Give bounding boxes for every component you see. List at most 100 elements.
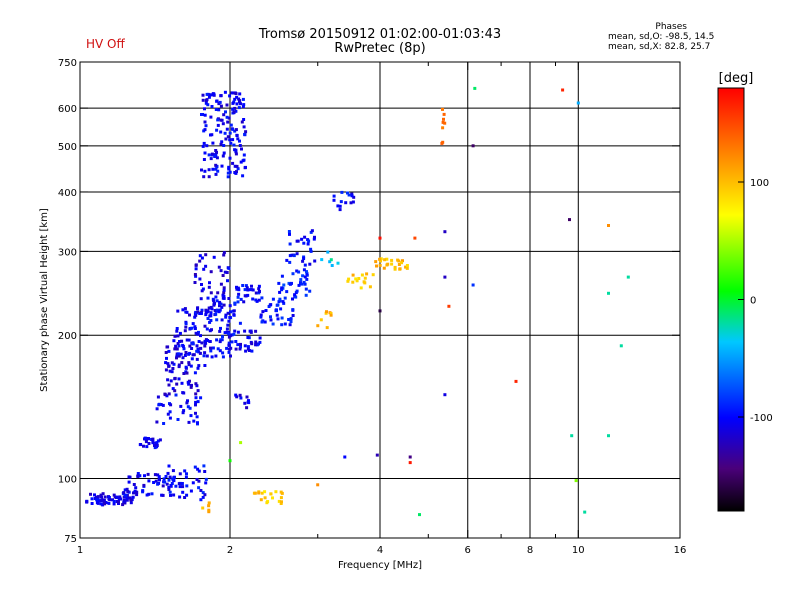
data-point <box>203 113 207 117</box>
data-point <box>209 270 213 274</box>
data-point <box>228 138 232 142</box>
data-point <box>260 320 264 324</box>
data-point <box>161 403 165 407</box>
data-point <box>276 303 280 307</box>
data-point <box>355 279 359 283</box>
data-point <box>220 305 224 309</box>
data-point <box>269 303 273 307</box>
colorbar-ticks: 100 0 -100 <box>738 178 773 424</box>
data-point <box>214 167 218 171</box>
data-point <box>234 109 238 113</box>
data-point <box>241 97 245 101</box>
data-point <box>168 475 172 479</box>
data-point <box>205 92 209 96</box>
data-point <box>194 411 197 415</box>
data-point <box>263 320 267 324</box>
data-point <box>607 291 610 295</box>
data-point <box>235 285 238 289</box>
data-point <box>96 496 100 500</box>
data-point <box>221 122 225 126</box>
data-point <box>203 128 207 132</box>
data-point <box>157 402 161 406</box>
data-point <box>207 306 211 310</box>
data-point <box>85 500 89 504</box>
data-point <box>169 403 173 407</box>
data-point <box>233 329 237 333</box>
data-point <box>305 270 308 274</box>
data-point <box>288 260 292 264</box>
data-point <box>215 338 219 342</box>
data-point <box>204 481 208 485</box>
data-point <box>220 164 224 168</box>
data-point <box>363 276 367 280</box>
data-point <box>196 389 200 393</box>
data-point <box>204 101 208 105</box>
data-point <box>260 296 264 300</box>
data-point <box>257 287 261 291</box>
data-point <box>203 344 207 348</box>
data-point <box>319 318 323 322</box>
data-point <box>108 498 112 502</box>
data-point <box>250 284 253 288</box>
data-point <box>164 368 168 372</box>
data-point <box>293 293 297 297</box>
data-point <box>261 310 265 314</box>
data-point <box>228 315 232 319</box>
data-point <box>393 267 397 271</box>
data-point <box>165 394 169 398</box>
data-point <box>195 384 199 388</box>
data-point <box>197 469 201 473</box>
data-point <box>179 404 183 408</box>
x-axis-label: Frequency [MHz] <box>338 560 422 571</box>
data-point <box>223 331 227 335</box>
data-point <box>226 323 230 327</box>
data-point <box>194 382 198 386</box>
data-point <box>215 299 219 303</box>
data-point <box>177 354 181 358</box>
data-point <box>301 274 305 278</box>
data-point <box>197 364 201 368</box>
data-point <box>198 351 202 355</box>
data-point <box>142 444 145 448</box>
data-point <box>247 401 251 405</box>
colorbar-tick-label: 100 <box>750 178 769 189</box>
data-point <box>325 326 329 330</box>
data-point <box>300 282 304 286</box>
data-point <box>183 469 187 473</box>
data-point <box>236 295 240 299</box>
data-point <box>338 208 342 212</box>
data-point <box>336 204 340 208</box>
data-point <box>187 382 191 386</box>
data-point <box>242 300 246 304</box>
data-point <box>235 170 238 174</box>
data-point <box>271 297 275 301</box>
data-point <box>196 347 200 351</box>
data-point <box>177 344 181 348</box>
data-point <box>305 271 309 275</box>
data-point <box>379 259 382 263</box>
data-point <box>215 99 219 103</box>
data-point <box>296 239 300 243</box>
data-point <box>156 395 160 399</box>
data-point <box>219 142 223 146</box>
data-point <box>172 362 176 366</box>
data-point <box>360 273 364 277</box>
data-point <box>153 446 157 450</box>
data-point <box>576 101 580 105</box>
y-tick-label: 300 <box>58 247 77 258</box>
data-point <box>203 339 207 343</box>
data-point <box>138 474 142 478</box>
data-point <box>186 399 189 403</box>
data-point <box>235 95 239 99</box>
data-point <box>214 312 218 316</box>
data-point <box>228 156 232 160</box>
data-point <box>185 338 189 342</box>
data-point <box>222 253 226 257</box>
data-point <box>197 330 200 334</box>
y-tick-label: 750 <box>58 58 77 69</box>
data-point <box>185 310 189 314</box>
data-point <box>203 493 207 497</box>
data-point <box>188 344 192 348</box>
data-point <box>291 297 294 301</box>
data-point <box>155 407 159 411</box>
